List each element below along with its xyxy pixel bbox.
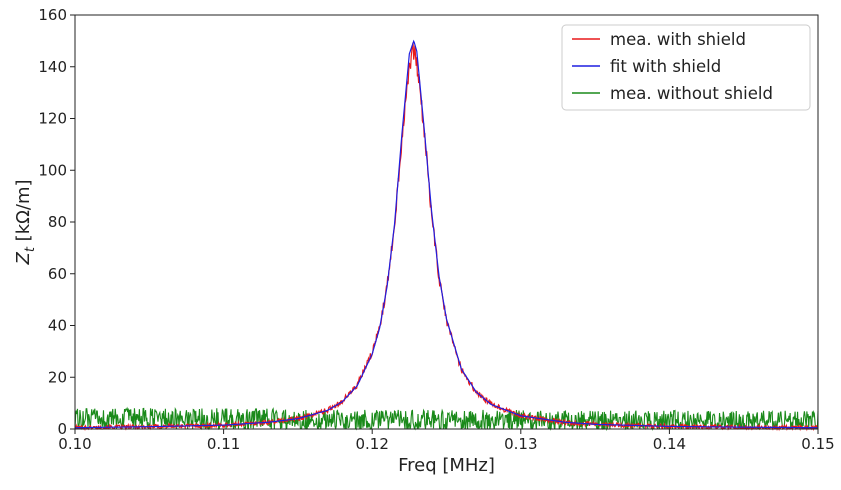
y-axis-label: Zt [kΩ/m]	[13, 180, 38, 266]
x-axis-label: Freq [MHz]	[398, 455, 495, 476]
x-tick-label: 0.12	[355, 435, 388, 453]
y-axis-label-sub: t	[23, 246, 38, 252]
y-tick-label: 40	[48, 317, 67, 335]
x-tick-label: 0.13	[504, 435, 537, 453]
y-tick-label: 60	[48, 265, 67, 283]
legend-label: mea. without shield	[610, 84, 773, 103]
series-line-1	[74, 39, 819, 429]
y-tick-label: 20	[48, 368, 67, 386]
x-tick-label: 0.10	[58, 435, 91, 453]
y-tick-label: 80	[48, 213, 67, 231]
y-tick-label: 0	[57, 420, 67, 438]
y-axis-label-unit: [kΩ/m]	[13, 180, 34, 248]
x-tick-label: 0.11	[207, 435, 240, 453]
y-axis-label-z: Z	[13, 252, 34, 266]
x-tick-label: 0.15	[801, 435, 834, 453]
ticks-layer: 0.10 0.11 0.12 0.13 0.14 0.15 0 20 40 60 80 100 120 1…	[38, 6, 834, 453]
legend-box	[561, 24, 811, 111]
y-tick-label: 160	[38, 6, 67, 24]
legend-label: mea. with shield	[610, 30, 746, 49]
y-tick-label: 120	[38, 110, 67, 128]
y-tick-label: 140	[38, 58, 67, 76]
legend: mea. with shield fit with shield mea. with…	[561, 24, 811, 111]
x-tick-label: 0.14	[653, 435, 686, 453]
y-tick-label: 100	[38, 161, 67, 179]
legend-label: fit with shield	[610, 57, 721, 76]
